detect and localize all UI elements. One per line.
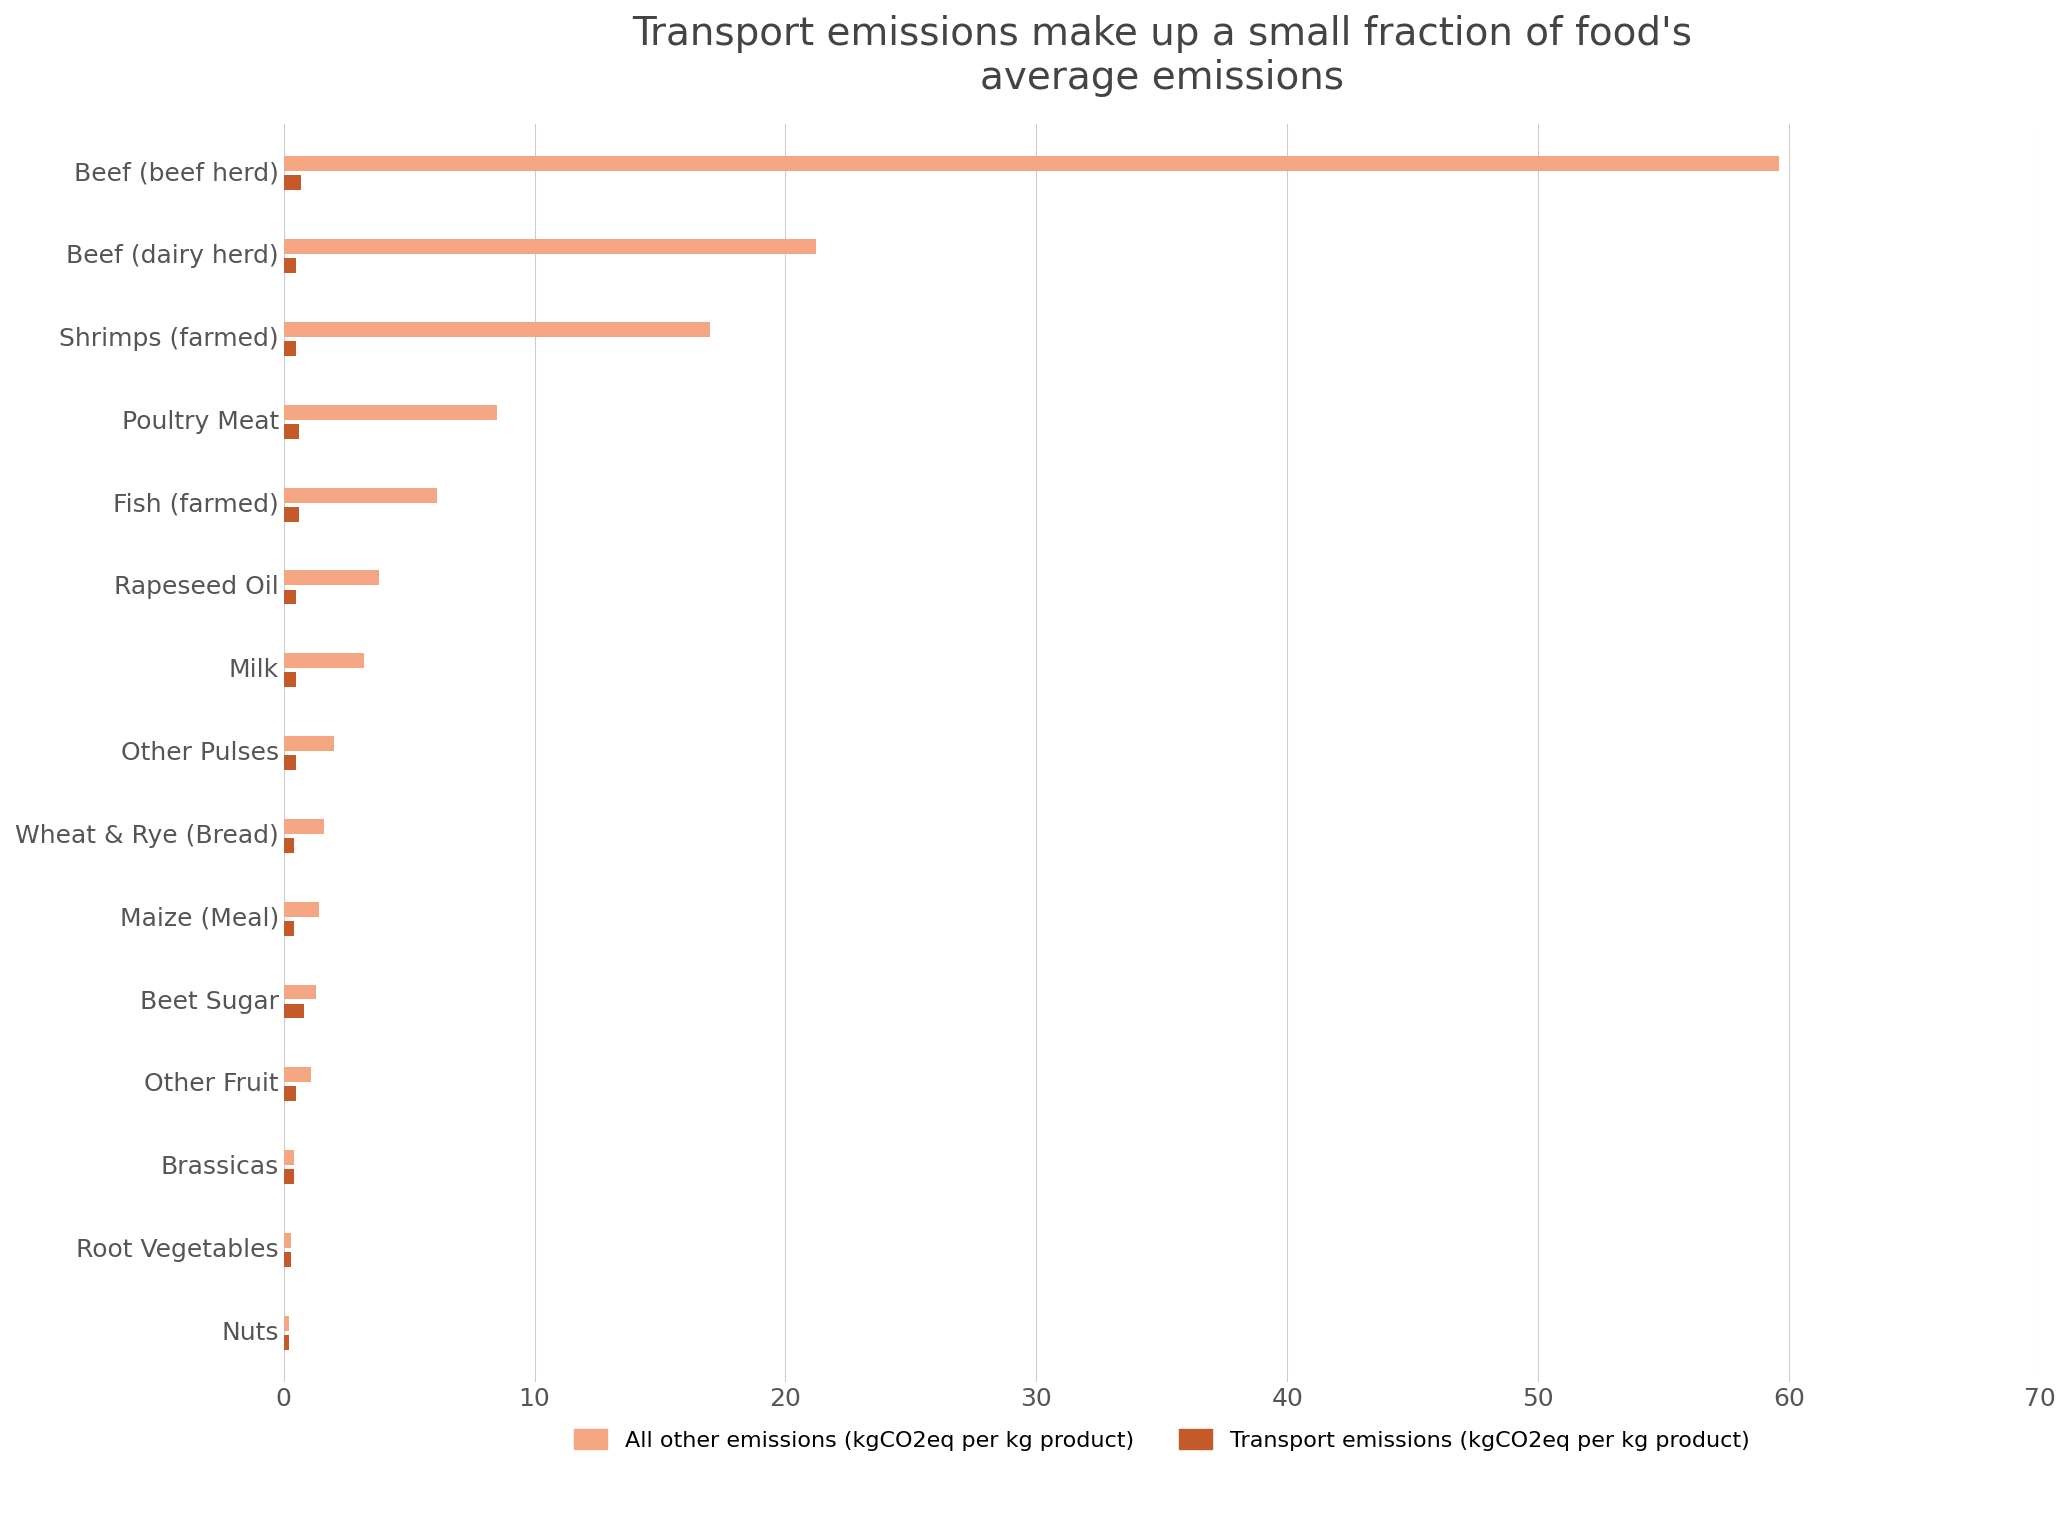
Bar <box>284 589 296 604</box>
Bar <box>284 921 294 936</box>
Bar <box>284 321 710 337</box>
Bar <box>284 819 323 834</box>
Bar <box>284 571 379 586</box>
Bar <box>284 1004 304 1019</box>
Bar <box>284 424 298 439</box>
Bar <box>284 984 317 999</box>
Bar <box>284 259 296 274</box>
Bar <box>284 672 296 687</box>
Legend: All other emissions (kgCO2eq per kg product), Transport emissions (kgCO2eq per k: All other emissions (kgCO2eq per kg prod… <box>565 1420 1758 1460</box>
Bar <box>284 341 296 356</box>
Bar <box>284 488 437 502</box>
Bar <box>284 1334 288 1349</box>
Bar <box>284 1169 294 1184</box>
Bar <box>284 1233 292 1248</box>
Title: Transport emissions make up a small fraction of food's
average emissions: Transport emissions make up a small frac… <box>632 15 1692 96</box>
Bar <box>284 1316 288 1331</box>
Bar <box>284 239 816 254</box>
Bar <box>284 1068 311 1082</box>
Bar <box>284 1086 296 1102</box>
Bar <box>284 736 333 751</box>
Bar <box>284 1252 292 1267</box>
Bar <box>284 156 1779 171</box>
Bar <box>284 176 300 190</box>
Bar <box>284 405 497 419</box>
Bar <box>284 653 364 669</box>
Bar <box>284 901 319 916</box>
Bar <box>284 506 298 522</box>
Bar <box>284 1151 294 1164</box>
Bar <box>284 756 296 770</box>
Bar <box>284 838 294 852</box>
